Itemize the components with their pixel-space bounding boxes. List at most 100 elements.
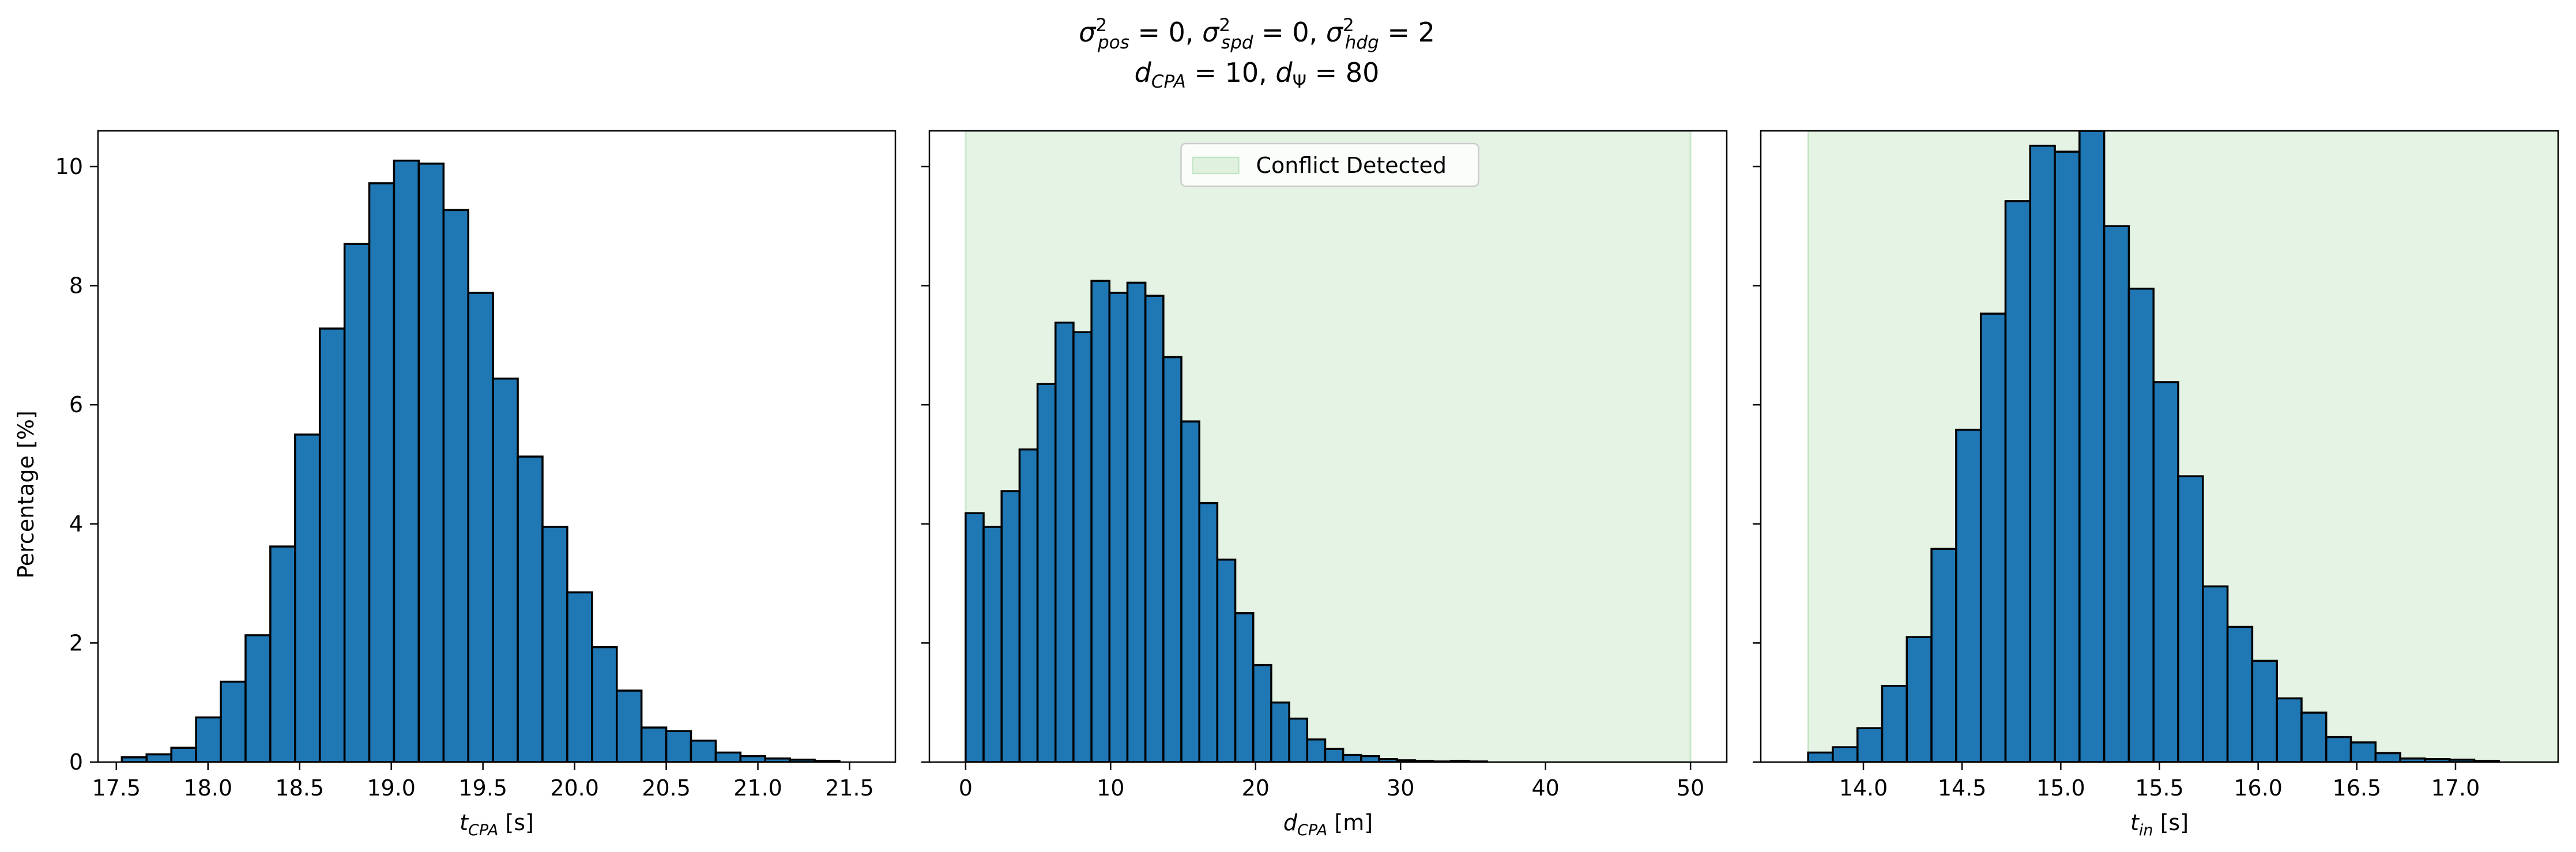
axes-frame [928, 130, 1728, 763]
x-tick-label: 16.0 [2234, 775, 2283, 801]
x-tick-label: 16.5 [2333, 775, 2382, 801]
histogram-bar [2103, 225, 2130, 762]
y-axis-label: Percentage [%] [13, 410, 39, 579]
histogram-bar [294, 433, 321, 762]
histogram-bar [1234, 612, 1255, 762]
histogram-bar [343, 243, 371, 762]
x-tick-label: 19.5 [458, 775, 507, 801]
histogram-bar [1000, 490, 1021, 762]
histogram-bar [1342, 753, 1362, 762]
x-tick-label: 30 [1387, 775, 1414, 801]
histogram-bar [2127, 288, 2155, 762]
histogram-bar [517, 455, 544, 762]
histogram-bar [2078, 131, 2106, 762]
histogram-bar [566, 591, 593, 762]
figure-title-line1: σ2 pos = 0, σ2 spd = 0, σ2 hdg = 2 [1079, 15, 1435, 53]
x-tick-label: 19.0 [367, 775, 416, 801]
x-tick-label: 14.0 [1839, 775, 1888, 801]
histogram-bar [492, 377, 519, 762]
histogram-bar [1180, 420, 1200, 762]
histogram-bar [2251, 659, 2278, 762]
histogram-bar [1856, 727, 1884, 762]
histogram-bar [195, 716, 222, 762]
histogram-bar [1360, 755, 1380, 762]
x-tick-label: 18.0 [183, 775, 232, 801]
y-tick-label: 10 [55, 154, 83, 179]
histogram-panel-dcpa: 0 10 20 30 40 50 dCPA [m] Conflict Detected [921, 130, 1728, 839]
x-tick-label: 0 [959, 775, 973, 801]
histogram-bar [1807, 751, 1834, 762]
histogram-bar [1930, 548, 1957, 762]
x-tick-label: 21.5 [825, 775, 874, 801]
x-tick-label: 17.0 [2431, 775, 2480, 801]
histogram-bar [220, 680, 247, 762]
histogram-bar [2177, 475, 2204, 762]
histogram-bar [244, 634, 272, 762]
y-tick-label: 0 [69, 749, 83, 775]
histogram-bar [368, 182, 396, 762]
histogram-bar [1905, 636, 1933, 762]
legend-swatch [1192, 156, 1240, 175]
histogram-bar [2202, 585, 2229, 762]
histogram-bar [393, 159, 420, 762]
y-tick-label: 8 [69, 273, 83, 299]
axes-frame [97, 130, 897, 763]
histogram-bar [640, 726, 668, 762]
histogram-bar [145, 753, 172, 762]
legend-label: Conflict Detected [1256, 153, 1447, 178]
histogram-bar [1036, 383, 1057, 762]
x-tick-label: 10 [1097, 775, 1124, 801]
x-tick-label: 17.5 [92, 775, 141, 801]
histogram-panel-tin: 14.0 14.5 15.0 15.5 16.0 16.5 17.0 tin [s] [1753, 130, 2559, 839]
histogram-bar [1216, 559, 1237, 762]
histogram-bar [615, 689, 643, 762]
histogram-bar [1979, 312, 2007, 762]
histogram-bar [442, 209, 469, 762]
x-tick-label: 20 [1242, 775, 1270, 801]
histogram-bar [2276, 697, 2303, 762]
x-tick-label: 20.5 [642, 775, 691, 801]
x-tick-label: 15.0 [2036, 775, 2085, 801]
histogram-bar [714, 751, 742, 762]
histogram-bar [1144, 295, 1165, 762]
histogram-bar [1306, 738, 1327, 762]
histogram-bar [739, 755, 767, 762]
x-tick-label: 20.0 [550, 775, 599, 801]
histogram-bar [2300, 711, 2328, 762]
x-tick-label: 40 [1532, 775, 1560, 801]
histogram-bar [982, 526, 1003, 762]
histogram-bar [541, 526, 568, 762]
histogram-bar [690, 740, 717, 762]
x-tick-label: 21.0 [733, 775, 782, 801]
histogram-bar [2349, 741, 2377, 762]
x-tick-label: 15.5 [2135, 775, 2184, 801]
histogram-bar [1072, 331, 1093, 762]
histogram-bar [417, 163, 445, 762]
histogram-bar [591, 646, 618, 762]
figure-title-line2: dCPA = 10, dΨ = 80 [1135, 57, 1380, 92]
histogram-bar [467, 292, 494, 762]
x-tick-label: 14.5 [1938, 775, 1987, 801]
histogram-bar [665, 730, 692, 762]
x-axis-label: tin [s] [2130, 810, 2189, 839]
histogram-bar [1126, 281, 1147, 762]
x-tick-label: 50 [1677, 775, 1704, 801]
histogram-bar [1270, 701, 1290, 762]
histogram-bar [269, 545, 296, 762]
bars [120, 159, 841, 762]
y-tick-label: 2 [69, 630, 83, 655]
histogram-bar [2029, 145, 2056, 762]
x-tick-label: 18.5 [275, 775, 324, 801]
histogram-panel-tcpa: 17.5 18.0 18.5 19.0 19.5 20.0 20.5 21.0 21.5 0 2 4 6… [55, 130, 897, 839]
histogram-bar [2004, 200, 2032, 762]
histogram-bar [2152, 381, 2179, 762]
y-tick-label: 6 [69, 392, 83, 417]
histogram-bar [1090, 280, 1111, 762]
histogram-bar [1881, 685, 1908, 762]
histogram-bar [1198, 502, 1219, 762]
bars [965, 280, 1488, 762]
x-axis-label: tCPA [s] [460, 810, 534, 839]
histogram-bar [170, 747, 197, 762]
histogram-bar [1054, 321, 1075, 762]
histogram-bar [2374, 752, 2401, 762]
